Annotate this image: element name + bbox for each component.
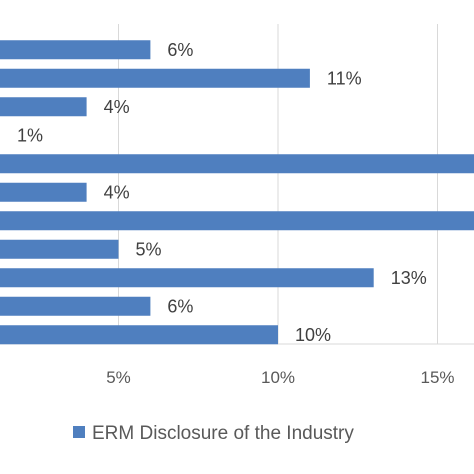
x-tick-label: 10% <box>261 368 295 387</box>
bar <box>0 268 374 288</box>
bar <box>0 182 87 202</box>
bar-data-label: 5% <box>136 239 162 259</box>
bar <box>0 68 310 88</box>
bar <box>0 211 474 231</box>
x-axis-ticks: 5% 10% 15% <box>106 368 454 387</box>
data-labels: 6% 11% 4% 1% 4% 5% 13% 6% 10% <box>17 40 427 345</box>
bar <box>0 296 151 316</box>
bar-data-label: 4% <box>104 182 130 202</box>
bar <box>0 325 278 345</box>
bar <box>0 154 474 174</box>
x-tick-label: 5% <box>106 368 131 387</box>
legend-swatch <box>73 426 85 438</box>
bar <box>0 97 87 117</box>
bars <box>0 40 474 345</box>
bar <box>0 239 119 259</box>
legend: ERM Disclosure of the Industry <box>73 423 354 444</box>
bar-data-label: 4% <box>104 97 130 117</box>
bar-data-label: 6% <box>167 296 193 316</box>
x-tick-label: 15% <box>420 368 454 387</box>
legend-label: ERM Disclosure of the Industry <box>92 423 354 444</box>
bar-data-label: 10% <box>295 325 331 345</box>
bar <box>0 40 151 60</box>
bar-data-label: 6% <box>167 40 193 60</box>
bar-data-label: 11% <box>327 68 362 88</box>
bar-data-label: 13% <box>391 268 427 288</box>
bar-data-label: 1% <box>17 125 43 145</box>
